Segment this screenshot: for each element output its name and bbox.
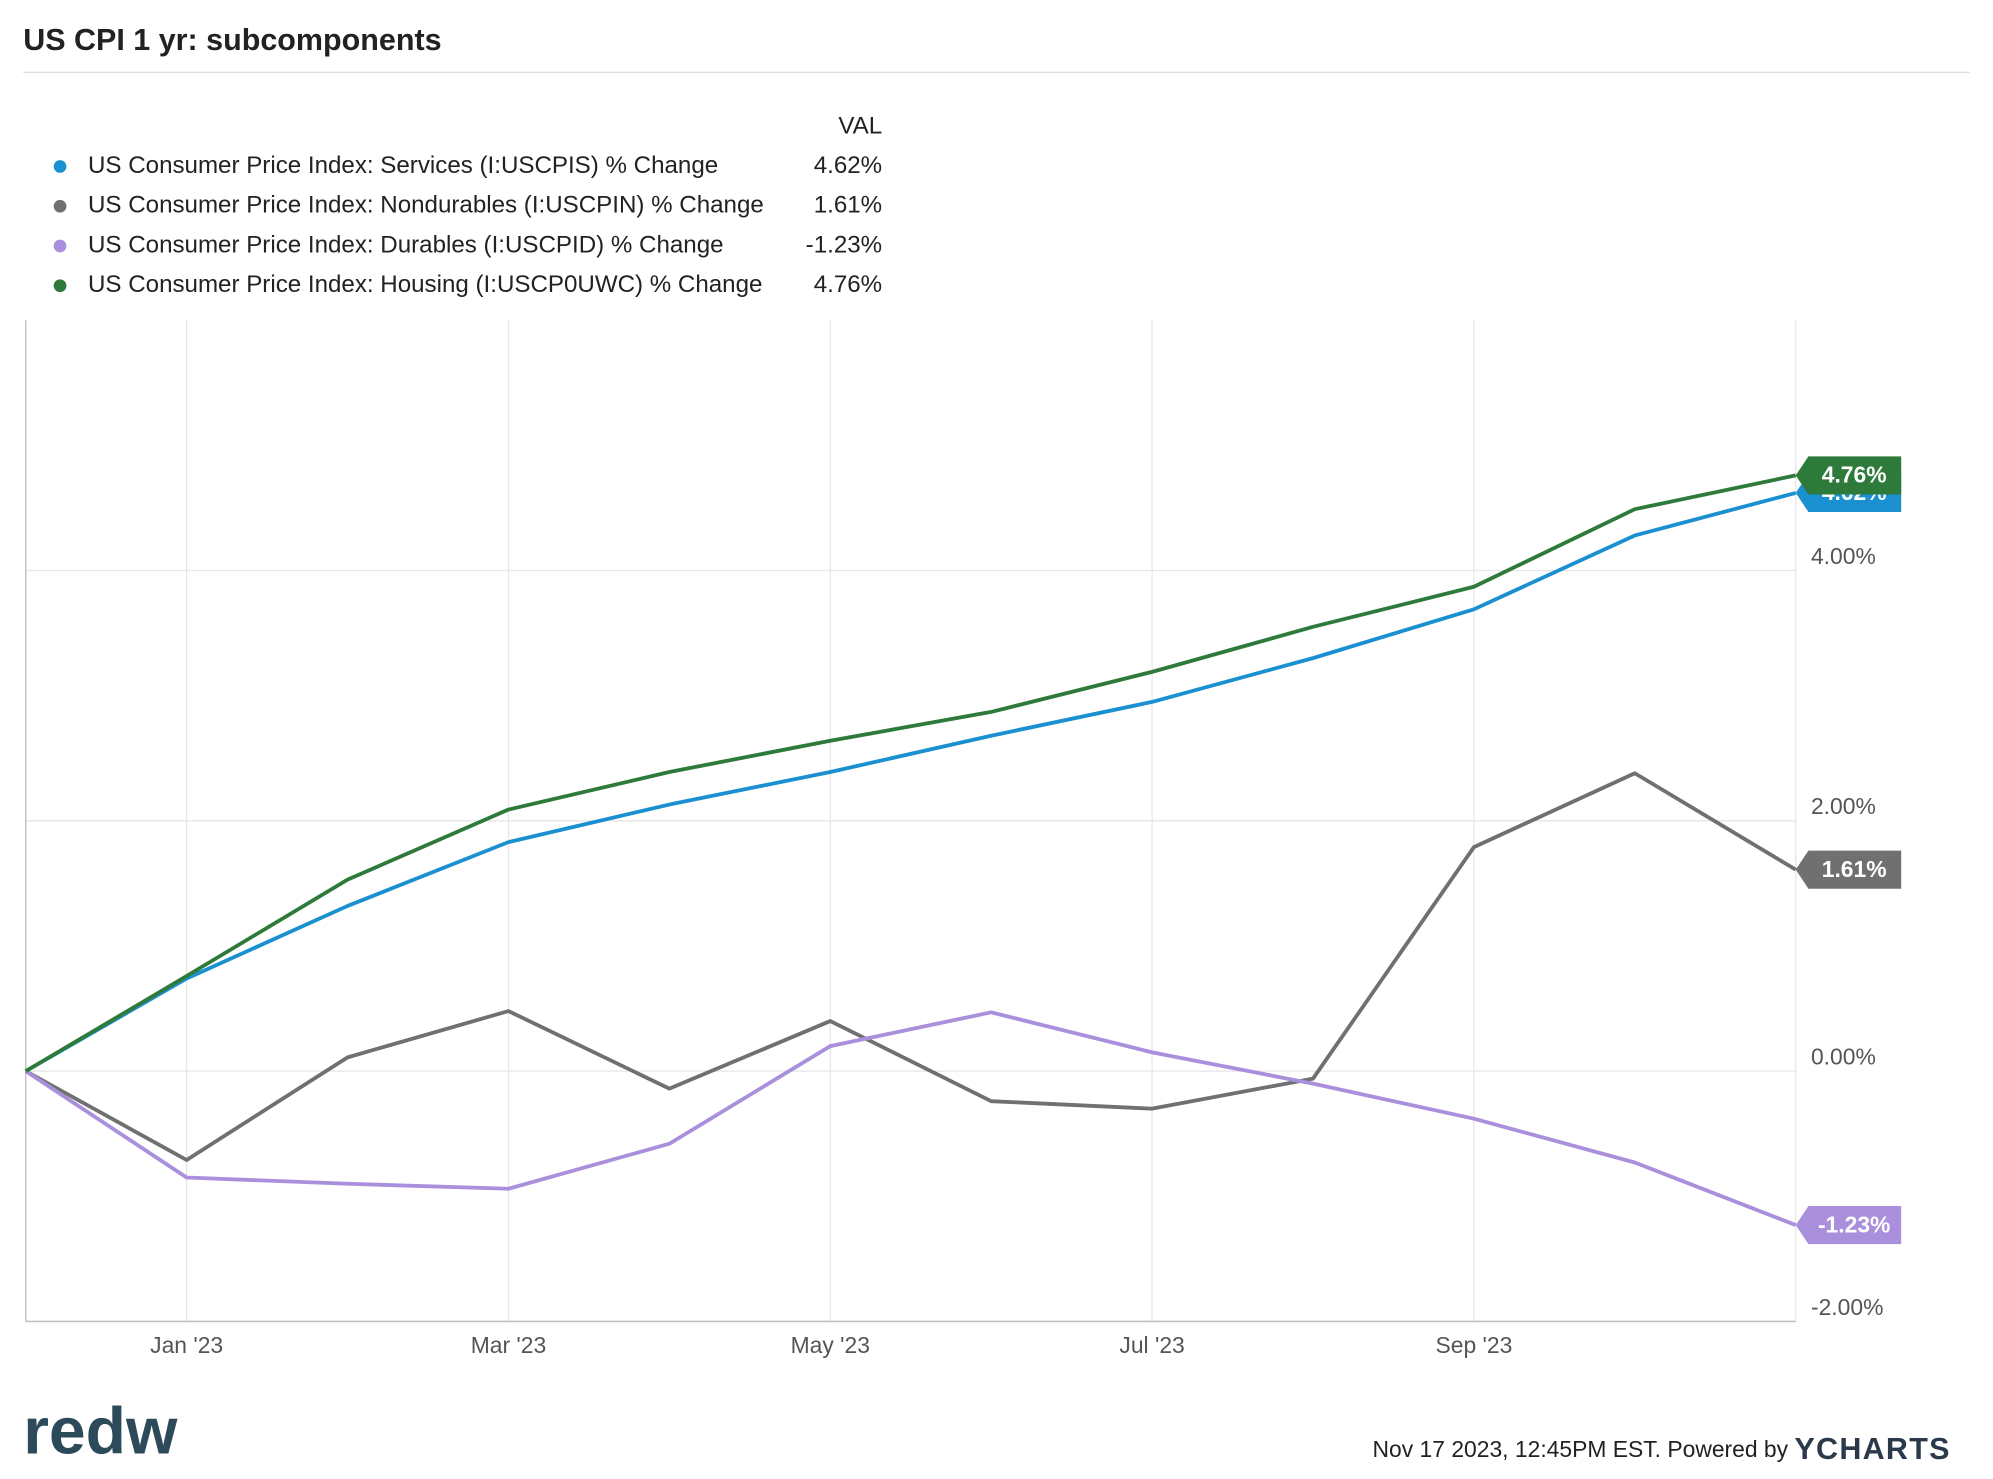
x-tick-label: May '23 <box>791 1332 870 1358</box>
series-line <box>24 1010 1797 1227</box>
end-flag <box>1795 1206 1902 1245</box>
legend-value: 4.76% <box>814 271 882 298</box>
legend-header: VAL <box>838 112 882 139</box>
x-tick-label: Jan '23 <box>150 1332 223 1358</box>
y-tick-label: 4.00% <box>1811 543 1876 569</box>
series-line <box>24 473 1797 1073</box>
legend-label: US Consumer Price Index: Durables (I:USC… <box>88 231 724 258</box>
end-flag-label: 1.61% <box>1822 856 1887 882</box>
series-line <box>24 771 1797 1162</box>
brand-logo: redw <box>23 1394 178 1468</box>
end-flag-label: 4.76% <box>1822 462 1887 488</box>
end-flag <box>1795 850 1902 889</box>
legend-marker <box>53 160 67 173</box>
end-flag <box>1795 456 1902 495</box>
legend-label: US Consumer Price Index: Nondurables (I:… <box>88 192 764 219</box>
timestamp: Nov 17 2023, 12:45PM EST. Powered by <box>1373 1436 1789 1462</box>
legend-label: US Consumer Price Index: Services (I:USC… <box>88 152 718 179</box>
x-tick-label: Jul '23 <box>1119 1332 1184 1358</box>
y-tick-label: -2.00% <box>1811 1294 1883 1320</box>
legend-value: -1.23% <box>806 231 882 258</box>
y-tick-label: 2.00% <box>1811 793 1876 819</box>
legend-marker <box>53 199 67 213</box>
legend-value: 4.62% <box>814 152 882 179</box>
legend-marker <box>53 239 67 253</box>
provider-logo: YCHARTS <box>1794 1432 1950 1466</box>
legend-label: US Consumer Price Index: Housing (I:USCP… <box>88 271 762 298</box>
x-tick-label: Mar '23 <box>471 1332 547 1358</box>
end-flag-label: -1.23% <box>1818 1211 1890 1237</box>
legend-marker <box>53 279 67 293</box>
chart-title: US CPI 1 yr: subcomponents <box>23 23 441 57</box>
x-tick-label: Sep '23 <box>1435 1332 1512 1358</box>
series-line <box>24 491 1797 1073</box>
y-tick-label: 0.00% <box>1811 1043 1876 1069</box>
legend-value: 1.61% <box>814 192 882 219</box>
